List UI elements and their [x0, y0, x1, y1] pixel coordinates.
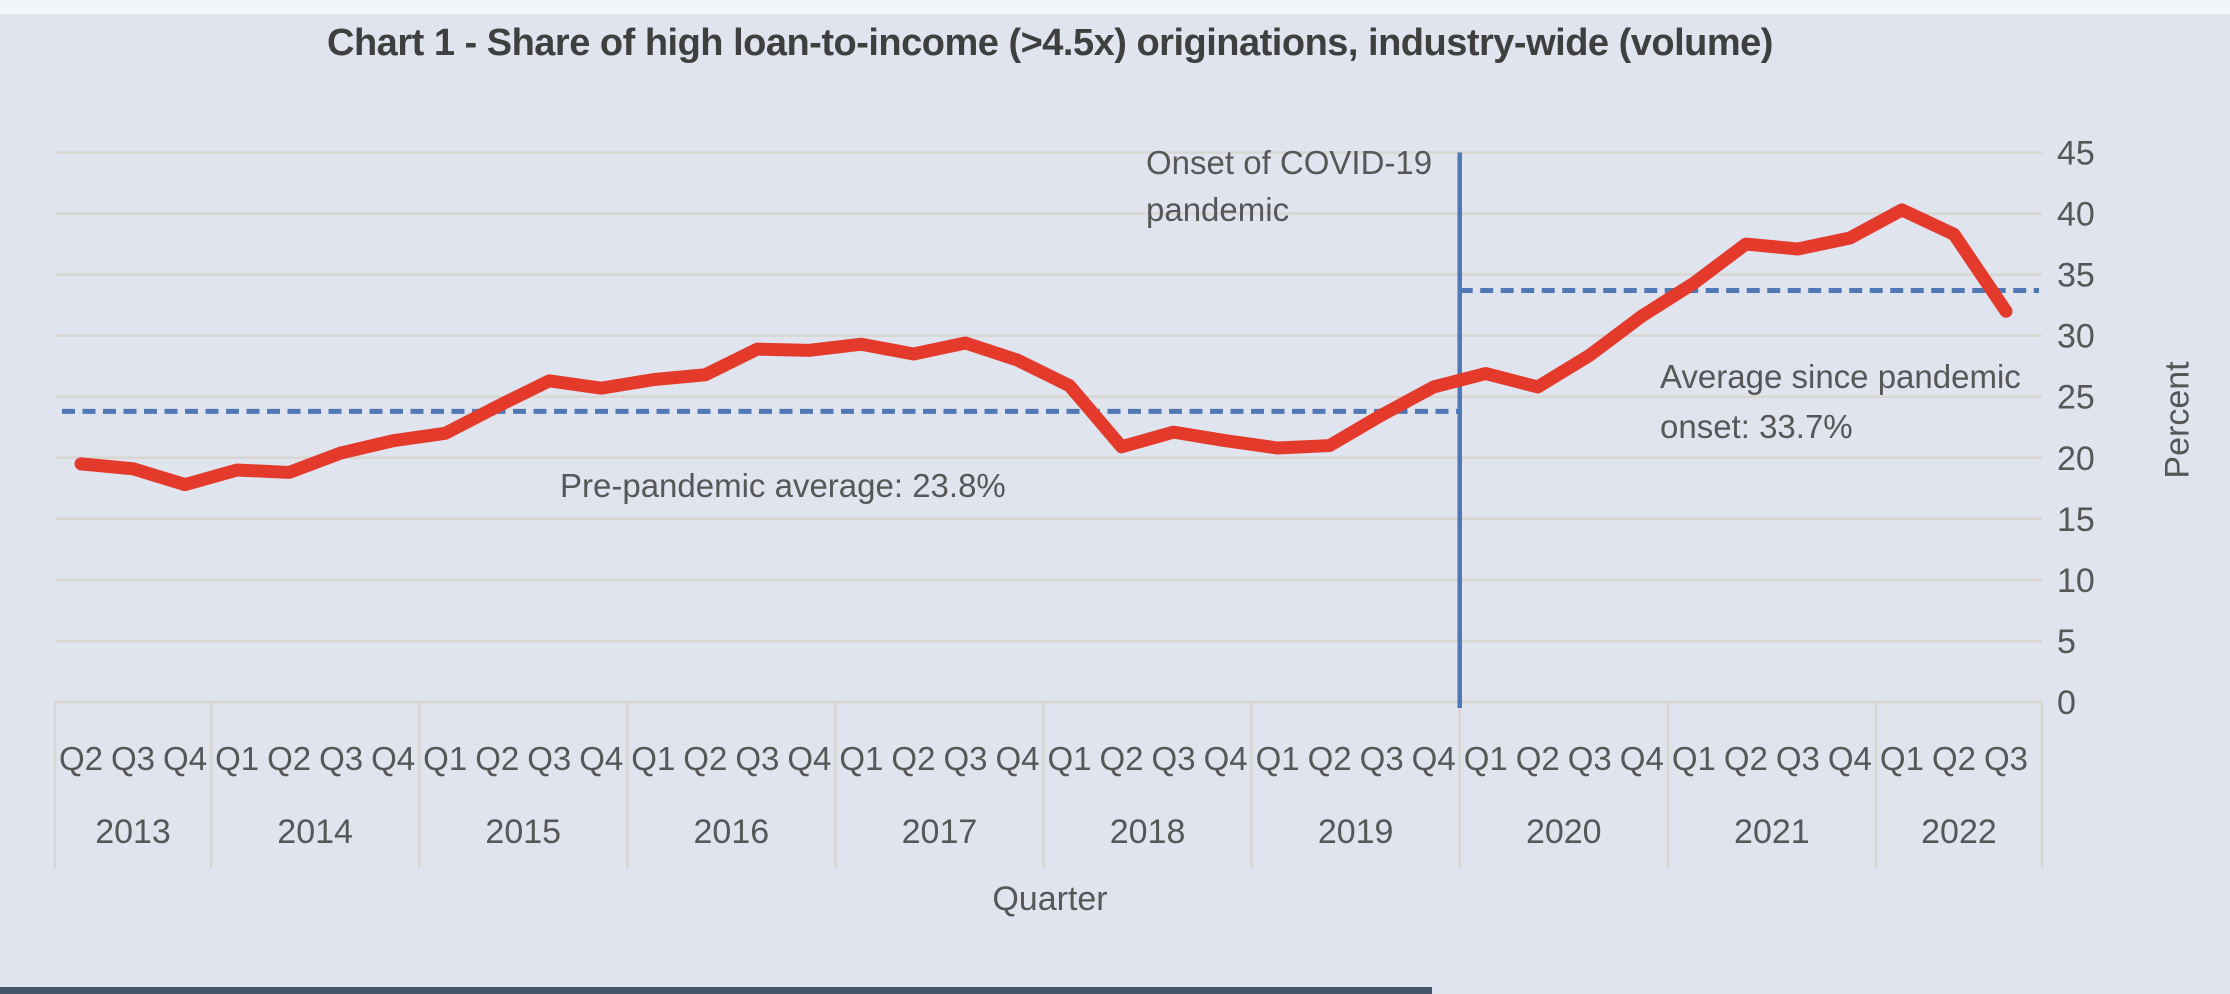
- y-tick-label: 0: [2057, 684, 2076, 722]
- y-tick-label: 40: [2057, 196, 2095, 234]
- pre-pandemic-average-annotation: Pre-pandemic average: 23.8%: [560, 467, 1006, 504]
- quarter-tick-label: Q1: [1256, 740, 1300, 777]
- y-tick-label: 20: [2057, 440, 2095, 478]
- x-axis-year-labels: 2013 2014 2015 2016 2017 2018 2019 2020 2021 2022: [95, 813, 1997, 851]
- quarter-tick-label: Q2: [891, 740, 935, 777]
- quarter-tick-label: Q2: [1100, 740, 1144, 777]
- year-tick-label: 2022: [1921, 813, 1997, 851]
- x-axis-title: Quarter: [992, 880, 1108, 918]
- quarter-tick-label: Q4: [163, 740, 207, 777]
- quarter-tick-label: Q2: [1516, 740, 1560, 777]
- quarter-tick-label: Q2: [475, 740, 519, 777]
- data-series: [74, 203, 2013, 492]
- quarter-tick-label: Q3: [1776, 740, 1820, 777]
- x-axis-quarter-labels: Q2 Q3 Q4 Q1 Q2 Q3 Q4 Q1 Q2 Q3 Q4 Q1 Q2 Q3 Q4 Q1 Q2 Q3 Q4 Q1…: [59, 740, 2028, 777]
- year-tick-label: 2020: [1526, 813, 1602, 851]
- year-separators: [53, 702, 2044, 868]
- quarter-tick-label: Q4: [371, 740, 415, 777]
- y-tick-label: 45: [2057, 135, 2095, 173]
- quarter-tick-label: Q3: [527, 740, 571, 777]
- year-tick-label: 2014: [277, 813, 353, 851]
- year-tick-label: 2017: [902, 813, 978, 851]
- quarter-tick-label: Q2: [267, 740, 311, 777]
- quarter-tick-label: Q4: [579, 740, 623, 777]
- quarter-tick-label: Q3: [735, 740, 779, 777]
- window-top-edge: [0, 0, 2230, 14]
- quarter-tick-label: Q3: [1360, 740, 1404, 777]
- quarter-tick-label: Q2: [683, 740, 727, 777]
- quarter-tick-label: Q4: [787, 740, 831, 777]
- quarter-tick-label: Q1: [631, 740, 675, 777]
- chart-title: Chart 1 - Share of high loan-to-income (…: [327, 22, 1773, 64]
- quarter-tick-label: Q4: [1204, 740, 1248, 777]
- y-tick-label: 10: [2057, 562, 2095, 600]
- hlti-share-series-line: [74, 203, 2013, 492]
- quarter-tick-label: Q1: [1464, 740, 1508, 777]
- year-tick-label: 2019: [1318, 813, 1394, 851]
- y-tick-label: 15: [2057, 501, 2095, 539]
- quarter-tick-label: Q1: [1047, 740, 1091, 777]
- covid-onset-annotation: Onset of COVID-19 pandemic: [1146, 144, 1433, 228]
- year-tick-label: 2013: [95, 813, 171, 851]
- quarter-tick-label: Q3: [111, 740, 155, 777]
- quarter-tick-label: Q4: [1828, 740, 1872, 777]
- quarter-tick-label: Q2: [1724, 740, 1768, 777]
- quarter-tick-label: Q2: [1932, 740, 1976, 777]
- quarter-tick-label: Q1: [215, 740, 259, 777]
- quarter-tick-label: Q2: [1308, 740, 1352, 777]
- quarter-tick-label: Q1: [1672, 740, 1716, 777]
- quarter-tick-label: Q3: [1984, 740, 2028, 777]
- quarter-tick-label: Q1: [423, 740, 467, 777]
- quarter-tick-label: Q3: [319, 740, 363, 777]
- quarter-tick-label: Q4: [995, 740, 1039, 777]
- year-tick-label: 2018: [1110, 813, 1186, 851]
- y-axis-title: Percent: [2158, 361, 2197, 479]
- quarter-tick-label: Q2: [59, 740, 103, 777]
- y-tick-label: 30: [2057, 318, 2095, 356]
- quarter-tick-label: Q3: [1568, 740, 1612, 777]
- quarter-tick-label: Q1: [1880, 740, 1924, 777]
- year-tick-label: 2021: [1734, 813, 1810, 851]
- quarter-tick-label: Q4: [1412, 740, 1456, 777]
- post-pandemic-average-annotation: Average since pandemic onset: 33.7%: [1660, 358, 2021, 445]
- bottom-window-edge-bar: [0, 987, 1432, 994]
- year-tick-label: 2016: [694, 813, 770, 851]
- year-tick-label: 2015: [485, 813, 561, 851]
- quarter-tick-label: Q1: [839, 740, 883, 777]
- y-tick-label: 35: [2057, 257, 2095, 295]
- y-axis-tick-labels: 0 5 10 15 20 25 30 35 40 45: [2057, 135, 2095, 723]
- y-tick-label: 5: [2057, 623, 2076, 661]
- quarter-tick-label: Q4: [1620, 740, 1664, 777]
- y-tick-label: 25: [2057, 379, 2095, 417]
- quarter-tick-label: Q3: [943, 740, 987, 777]
- quarter-tick-label: Q3: [1152, 740, 1196, 777]
